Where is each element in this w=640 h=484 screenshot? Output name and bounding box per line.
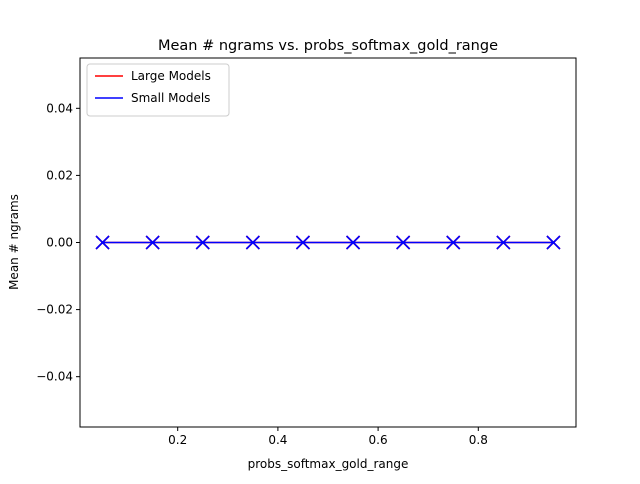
x-tick-label: 0.4 <box>268 433 287 447</box>
legend: Large Models Small Models <box>86 63 230 117</box>
legend-label: Large Models <box>131 69 211 83</box>
data-point-marker <box>345 235 361 250</box>
marker-stroke <box>95 235 110 250</box>
marker-stroke <box>195 235 210 250</box>
y-tick-label: 0.02 <box>46 168 73 182</box>
y-tick-label: −0.04 <box>36 370 73 384</box>
marker-stroke <box>496 235 511 250</box>
marker-stroke <box>546 235 561 250</box>
plot-content <box>95 235 561 250</box>
y-tick-label: −0.02 <box>36 303 73 317</box>
data-point-marker <box>95 235 110 250</box>
x-tick-label: 0.8 <box>469 433 488 447</box>
x-tick-label: 0.6 <box>369 433 388 447</box>
data-point-marker <box>145 235 160 250</box>
marker-stroke <box>295 235 311 250</box>
marker-stroke <box>145 235 160 250</box>
marker-stroke <box>446 235 461 250</box>
x-axis-label: probs_softmax_gold_range <box>248 457 409 471</box>
legend-label: Small Models <box>131 91 210 105</box>
data-point-marker <box>446 235 461 250</box>
y-axis-label: Mean # ngrams <box>7 194 21 290</box>
marker-stroke <box>245 235 260 250</box>
marker-stroke <box>345 235 361 250</box>
data-point-marker <box>195 235 210 250</box>
y-tick-label: 0.04 <box>46 101 73 115</box>
legend-box <box>86 63 230 117</box>
data-point-marker <box>295 235 311 250</box>
chart-title: Mean # ngrams vs. probs_softmax_gold_ran… <box>158 38 498 54</box>
data-point-marker <box>546 235 561 250</box>
x-tick-label: 0.2 <box>168 433 187 447</box>
data-point-marker <box>396 235 411 250</box>
data-point-marker <box>245 235 260 250</box>
data-point-marker <box>496 235 511 250</box>
marker-stroke <box>396 235 411 250</box>
y-tick-label: 0.00 <box>46 236 73 250</box>
